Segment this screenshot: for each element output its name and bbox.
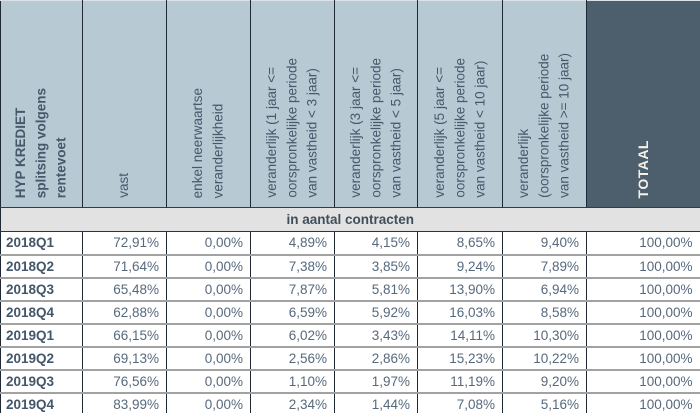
value-cell: 69,13% — [82, 345, 167, 370]
table-row: 2019Q2 69,13% 0,00% 2,56% 2,86% 15,23% 1… — [0, 345, 700, 370]
corner-header-label: HYP KREDIET splitsing volgens rentevoet — [13, 87, 69, 198]
value-cell: 2,56% — [250, 345, 335, 370]
table-row: 2019Q3 76,56% 0,00% 1,10% 1,97% 11,19% 9… — [0, 368, 700, 393]
totaal-header-label: TOTAAL — [634, 139, 651, 198]
value-cell: 7,87% — [250, 276, 335, 301]
value-cell: 2,34% — [250, 391, 335, 413]
value-cell: 0,00% — [166, 368, 251, 393]
value-cell: 16,03% — [417, 299, 503, 324]
value-cell: 9,20% — [502, 368, 587, 393]
value-cell: 8,58% — [502, 299, 587, 324]
value-cell: 14,11% — [417, 322, 503, 347]
table-row: 2018Q2 71,64% 0,00% 7,38% 3,85% 9,24% 7,… — [0, 253, 700, 278]
value-cell: 4,15% — [334, 231, 418, 255]
row-label: 2019Q3 — [0, 368, 83, 393]
row-label: 2018Q3 — [0, 276, 83, 301]
value-cell: 4,89% — [250, 231, 335, 255]
corner-header: HYP KREDIET splitsing volgens rentevoet — [0, 0, 83, 208]
totaal-value-cell: 100,00% — [586, 299, 700, 324]
column-header-veranderlijk-1-3-jaar: veranderlijk (1 jaar <= oorspronkelijke … — [250, 0, 335, 208]
value-cell: 15,23% — [417, 345, 503, 370]
column-header-enkel-neerwaartse: enkel neerwaartse veranderlijkheid — [166, 0, 251, 208]
column-header-label: enkel neerwaartse veranderlijkheid — [190, 87, 226, 198]
value-cell: 3,85% — [334, 253, 418, 278]
value-cell: 7,08% — [417, 391, 503, 413]
column-header-vast: vast — [82, 0, 167, 208]
column-header-totaal: TOTAAL — [586, 0, 700, 208]
row-label: 2019Q2 — [0, 345, 83, 370]
value-cell: 5,92% — [334, 299, 418, 324]
value-cell: 9,24% — [417, 253, 503, 278]
row-label: 2018Q1 — [0, 231, 83, 255]
table-row: 2019Q4 83,99% 0,00% 2,34% 1,44% 7,08% 5,… — [0, 391, 700, 413]
column-header-label: veranderlijk (5 jaar <= oorspronkelijke … — [431, 58, 488, 198]
value-cell: 72,91% — [82, 231, 167, 255]
value-cell: 0,00% — [166, 299, 251, 324]
column-header-label: veranderlijk (1 jaar <= oorspronkelijke … — [264, 58, 320, 198]
section-header-row: in aantal contracten — [0, 207, 700, 232]
corner-header-wrap: HYP KREDIET splitsing volgens rentevoet — [1, 1, 82, 207]
value-cell: 0,00% — [166, 253, 251, 278]
row-label: 2019Q4 — [0, 391, 83, 413]
row-label: 2018Q2 — [0, 253, 83, 278]
totaal-value-cell: 100,00% — [586, 368, 700, 393]
table-row: 2018Q4 62,88% 0,00% 6,59% 5,92% 16,03% 8… — [0, 299, 700, 324]
value-cell: 0,00% — [166, 231, 251, 255]
value-cell: 6,59% — [250, 299, 335, 324]
row-label: 2019Q1 — [0, 322, 83, 347]
value-cell: 11,19% — [417, 368, 503, 393]
column-header-veranderlijk-10-plus-jaar: veranderlijk (oorspronkelijke periode va… — [502, 0, 587, 208]
value-cell: 65,48% — [82, 276, 167, 301]
value-cell: 10,22% — [502, 345, 587, 370]
table-row: 2019Q1 66,15% 0,00% 6,02% 3,43% 14,11% 1… — [0, 322, 700, 347]
column-header-label: veranderlijk (oorspronkelijke periode va… — [516, 53, 572, 198]
value-cell: 10,30% — [502, 322, 587, 347]
value-cell: 0,00% — [166, 391, 251, 413]
value-cell: 7,89% — [502, 253, 587, 278]
value-cell: 9,40% — [502, 231, 587, 255]
value-cell: 71,64% — [82, 253, 167, 278]
totaal-value-cell: 100,00% — [586, 253, 700, 278]
section-header: in aantal contracten — [0, 207, 700, 232]
value-cell: 5,16% — [502, 391, 587, 413]
column-header-label: veranderlijk (3 jaar <= oorspronkelijke … — [347, 58, 404, 198]
column-header-label: vast — [116, 173, 132, 198]
value-cell: 1,44% — [334, 391, 418, 413]
value-cell: 7,38% — [250, 253, 335, 278]
value-cell: 62,88% — [82, 299, 167, 324]
value-cell: 83,99% — [82, 391, 167, 413]
value-cell: 1,10% — [250, 368, 335, 393]
column-header-veranderlijk-3-5-jaar: veranderlijk (3 jaar <= oorspronkelijke … — [334, 0, 418, 208]
totaal-value-cell: 100,00% — [586, 345, 700, 370]
table-row: 2018Q3 65,48% 0,00% 7,87% 5,81% 13,90% 6… — [0, 276, 700, 301]
value-cell: 8,65% — [417, 231, 503, 255]
value-cell: 13,90% — [417, 276, 503, 301]
header-row: HYP KREDIET splitsing volgens rentevoet … — [0, 0, 700, 208]
row-label: 2018Q4 — [0, 299, 83, 324]
value-cell: 0,00% — [166, 345, 251, 370]
value-cell: 3,43% — [334, 322, 418, 347]
value-cell: 76,56% — [82, 368, 167, 393]
value-cell: 0,00% — [166, 276, 251, 301]
value-cell: 66,15% — [82, 322, 167, 347]
value-cell: 1,97% — [334, 368, 418, 393]
totaal-value-cell: 100,00% — [586, 322, 700, 347]
totaal-value-cell: 100,00% — [586, 391, 700, 413]
value-cell: 6,02% — [250, 322, 335, 347]
column-header-veranderlijk-5-10-jaar: veranderlijk (5 jaar <= oorspronkelijke … — [417, 0, 503, 208]
value-cell: 2,86% — [334, 345, 418, 370]
value-cell: 6,94% — [502, 276, 587, 301]
value-cell: 0,00% — [166, 322, 251, 347]
totaal-value-cell: 100,00% — [586, 231, 700, 255]
table-row: 2018Q1 72,91% 0,00% 4,89% 4,15% 8,65% 9,… — [0, 231, 700, 255]
totaal-value-cell: 100,00% — [586, 276, 700, 301]
table-body: 2018Q1 72,91% 0,00% 4,89% 4,15% 8,65% 9,… — [0, 231, 700, 413]
value-cell: 5,81% — [334, 276, 418, 301]
